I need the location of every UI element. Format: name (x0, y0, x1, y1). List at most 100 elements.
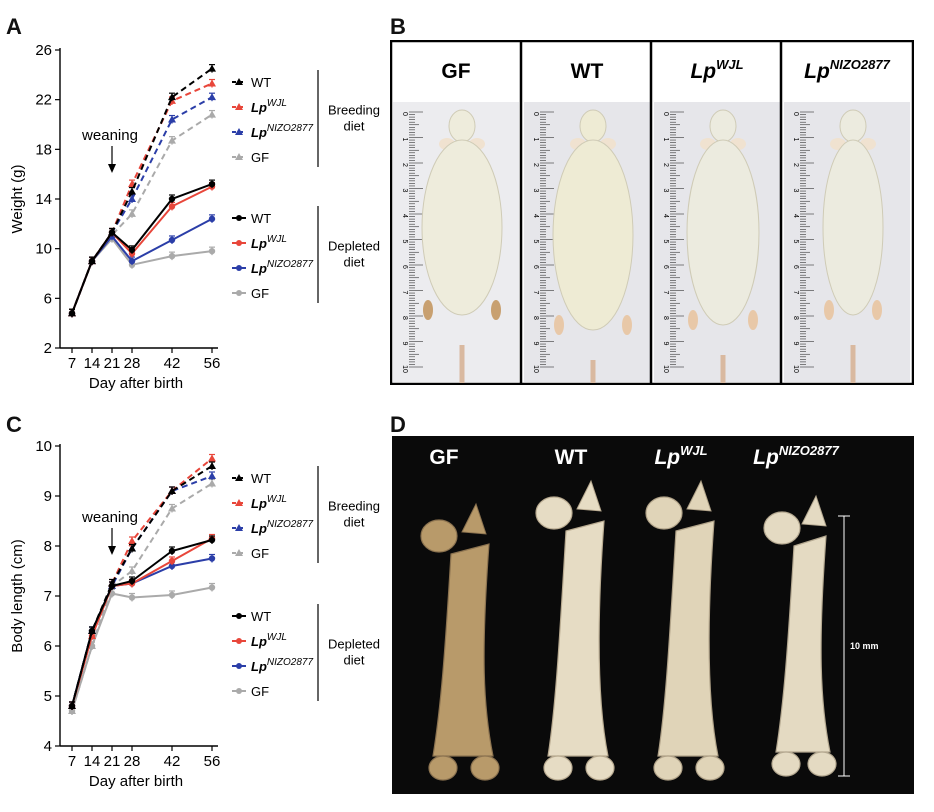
legend-entry: GF (251, 286, 269, 301)
legend-entry-superscript: NIZO2877 (267, 657, 314, 668)
mouse-group-label: GF (441, 60, 470, 83)
data-point (168, 115, 176, 123)
legend-marker (236, 663, 242, 669)
mice-photo-panel: GF012345678910WT012345678910LpWJL0123456… (390, 40, 914, 385)
legend-entry-superscript: WJL (267, 234, 287, 245)
legend-marker (235, 524, 243, 531)
femur-shaft (657, 520, 719, 757)
group-name: Lp (804, 60, 830, 83)
series-line (71, 67, 213, 314)
ruler-label: 4 (662, 214, 669, 218)
ruler-label: 8 (532, 316, 539, 320)
legend-group-label: diet (344, 515, 365, 530)
series-line (71, 237, 213, 314)
legend-group-label: Depleted (328, 637, 380, 652)
legend-entry-name: Lp (251, 521, 267, 536)
femur-head (535, 496, 573, 530)
ruler-label: 9 (662, 342, 669, 346)
ruler-label: 5 (792, 240, 799, 244)
data-point (208, 536, 216, 544)
x-tick-label: 28 (124, 355, 141, 372)
mouse-head (709, 109, 737, 143)
mouse-hind-foot (554, 315, 564, 335)
series-line (71, 218, 213, 314)
y-tick-label: 10 (35, 241, 52, 258)
legend-marker (235, 128, 243, 135)
legend-entry-name: WT (251, 211, 271, 226)
ruler-label: 9 (532, 342, 539, 346)
group-name: GF (441, 60, 470, 83)
data-point (208, 180, 216, 188)
legend-group-label: Breeding (328, 103, 380, 118)
legend-entry: WT (251, 471, 271, 486)
data-point (128, 594, 136, 601)
data-point (128, 544, 136, 552)
data-point (128, 567, 136, 574)
femur-condyle (470, 755, 500, 781)
ruler-label: 2 (532, 163, 539, 167)
legend-marker (235, 549, 243, 556)
legend-marker (236, 613, 242, 619)
data-point (168, 562, 176, 570)
y-axis-label: Weight (g) (9, 165, 26, 234)
data-point (208, 454, 216, 462)
ruler-label: 3 (792, 189, 799, 193)
ruler-label: 0 (401, 112, 408, 116)
legend-entry-name: Lp (251, 125, 267, 140)
femur-trochanter (686, 479, 712, 512)
weaning-annotation: weaning (81, 509, 138, 526)
y-tick-label: 8 (44, 538, 52, 555)
y-tick-label: 6 (44, 290, 52, 307)
ruler-label: 0 (662, 112, 669, 116)
legend-entry-name: WT (251, 609, 271, 624)
y-tick-label: 2 (44, 340, 52, 357)
series-line (71, 537, 213, 707)
ruler-label: 8 (401, 316, 408, 320)
legend-entry-name: GF (251, 546, 269, 561)
femur-group-label: WT (555, 446, 588, 469)
x-tick-label: 14 (84, 753, 101, 770)
data-point (128, 195, 136, 202)
data-point (128, 187, 136, 195)
group-superscript: WJL (716, 57, 744, 72)
legend-entry-superscript: NIZO2877 (267, 259, 314, 270)
mouse-hind-foot (872, 300, 882, 320)
femur-shaft (432, 543, 494, 757)
femur-head (763, 511, 801, 545)
ruler-label: 9 (401, 342, 408, 346)
legend-group-label: diet (344, 119, 365, 134)
femur-shaft (547, 520, 609, 757)
legend-entry-name: Lp (251, 100, 267, 115)
femur-condyle (771, 751, 801, 777)
ruler-label: 2 (792, 163, 799, 167)
mouse-hind-foot (748, 310, 758, 330)
group-name: WT (555, 446, 588, 469)
data-point (128, 577, 136, 585)
femur-shaft (775, 535, 831, 753)
data-point (208, 64, 216, 72)
legend-group-label: diet (344, 653, 365, 668)
series-line (71, 539, 213, 707)
femur-trochanter (461, 502, 487, 535)
series-line (71, 185, 213, 314)
legend-entry: LpWJL (251, 98, 287, 115)
femur-head (645, 496, 683, 530)
legend-entry: LpNIZO2877 (251, 519, 313, 536)
legend-entry-superscript: WJL (267, 98, 287, 109)
data-point (168, 136, 176, 144)
legend-entry: LpWJL (251, 632, 287, 649)
ruler-label: 2 (401, 163, 408, 167)
ruler-label: 10 (792, 365, 799, 373)
legend-entry-name: GF (251, 286, 269, 301)
y-axis-label: Body length (cm) (9, 539, 26, 652)
group-name: Lp (753, 446, 779, 469)
group-name: WT (571, 60, 604, 83)
x-tick-label: 42 (164, 355, 181, 372)
legend-entry: GF (251, 150, 269, 165)
data-point (208, 462, 216, 469)
ruler-label: 7 (662, 291, 669, 295)
mouse-hind-foot (622, 315, 632, 335)
legend-entry-superscript: WJL (267, 494, 287, 505)
series-line (71, 96, 213, 314)
